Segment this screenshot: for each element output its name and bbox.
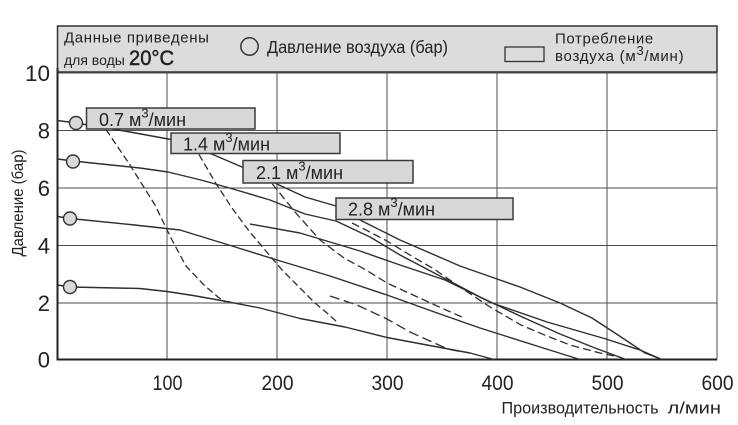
svg-text:1.4 м3/мин: 1.4 м3/мин [183, 130, 270, 155]
svg-text:2: 2 [38, 291, 50, 316]
svg-text:0: 0 [38, 348, 50, 373]
svg-text:10: 10 [25, 61, 50, 86]
svg-text:Давление (бар): Давление (бар) [10, 150, 27, 257]
svg-text:Данные приведены: Данные приведены [64, 30, 210, 47]
svg-text:20°C: 20°C [129, 46, 174, 70]
svg-text:л/мин: л/мин [668, 400, 722, 418]
svg-text:4: 4 [38, 234, 50, 259]
svg-text:300: 300 [372, 372, 404, 395]
svg-text:200: 200 [262, 372, 294, 395]
svg-text:400: 400 [482, 372, 514, 395]
svg-text:воздуха (м3/мин): воздуха (м3/мин) [555, 43, 684, 65]
svg-text:8: 8 [38, 119, 50, 144]
svg-text:100: 100 [153, 372, 183, 395]
svg-text:500: 500 [592, 372, 624, 395]
svg-text:2.8 м3/мин: 2.8 м3/мин [348, 195, 435, 220]
svg-text:Давление воздуха (бар): Давление воздуха (бар) [267, 37, 448, 57]
svg-text:6: 6 [38, 176, 50, 201]
svg-text:для воды: для воды [64, 52, 125, 68]
svg-text:Производительность: Производительность [502, 400, 659, 418]
svg-text:Потребление: Потребление [555, 31, 654, 48]
svg-text:600: 600 [702, 372, 734, 395]
